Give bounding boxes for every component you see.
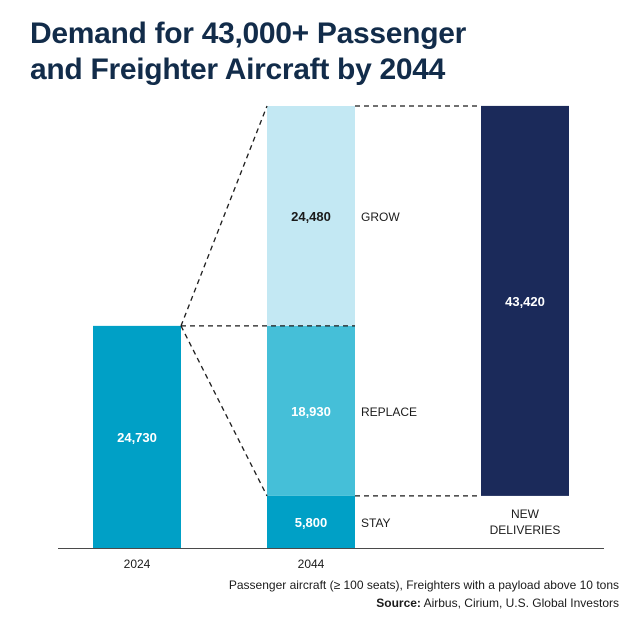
chart-title-line-1: Demand for 43,000+ Passenger [30,17,466,50]
bar-1-segment-0 [267,495,355,548]
bar-1-segment-1 [267,325,355,496]
connector-top-diagonal [180,105,268,327]
x-tick-label-deliveries: DELIVERIES [490,523,561,537]
x-tick-label-2024: 2024 [124,557,151,571]
source-label: Source: [376,596,421,610]
connector-bottom-diagonal [180,325,268,497]
segment-label-grow: GROW [361,210,400,224]
source-text: Airbus, Cirium, U.S. Global Investors [420,596,619,610]
footnote: Passenger aircraft (≥ 100 seats), Freigh… [228,578,619,592]
value-label-2-0: 43,420 [505,294,545,309]
source-note: Source: Airbus, Cirium, U.S. Global Inve… [376,596,619,610]
value-label-1-1: 18,930 [291,404,331,419]
bar-2-segment-0 [481,105,569,496]
segment-label-replace: REPLACE [361,405,417,419]
value-label-1-2: 24,480 [291,209,331,224]
chart-title: Demand for 43,000+ Passenger and Freight… [30,16,590,88]
x-tick-label-2044: 2044 [298,557,325,571]
bar-1-segment-2 [267,106,355,326]
chart-title-line-2: and Freighter Aircraft by 2044 [30,53,446,86]
x-tick-label-new: NEW [511,507,540,521]
segment-label-stay: STAY [361,516,391,530]
value-label-0-0: 24,730 [117,430,157,445]
value-label-1-0: 5,800 [295,515,328,530]
bar-0-segment-0 [93,325,181,548]
